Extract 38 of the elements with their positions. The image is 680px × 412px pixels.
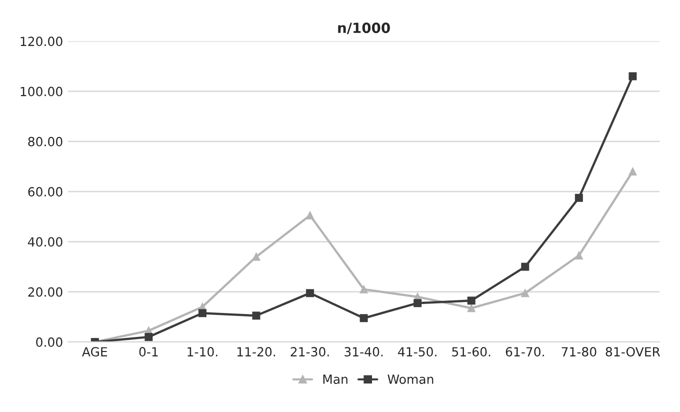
y-tick-label: 80.00 [28,136,62,146]
point [628,168,637,176]
point [467,304,476,312]
point [521,262,530,271]
x-tick-label: 81-OVER [606,347,660,356]
x-tick-label: 51-60. [452,347,490,356]
y-tick-label: 100.00 [20,86,62,96]
x-tick-label: 21-30. [290,347,329,356]
point [574,252,583,260]
legend-label: Woman [388,374,434,384]
x-tick-label: 61-70. [506,347,544,356]
point [360,285,368,294]
point [306,289,314,298]
y-tick-label: 0.00 [36,337,62,347]
x-tick-label: 0-1 [139,347,158,356]
y-tick-label: 40.00 [28,237,62,247]
point [198,309,206,318]
x-tick-label: 41-50. [398,347,436,356]
point [306,211,314,220]
point [574,194,583,202]
point [144,332,153,341]
x-tick-label: AGE [82,347,108,356]
point [628,72,637,80]
point [360,314,368,322]
point [252,312,260,320]
y-tick-label: 20.00 [28,287,62,297]
legend-label: Man [323,374,348,384]
x-tick-label: 11-20. [237,347,276,356]
point [521,289,530,298]
chart-title: n/1000 [338,22,390,34]
point [252,252,260,261]
x-tick-label: 71-80 [562,347,596,356]
x-tick-label: 31-40. [344,347,383,356]
x-tick-label: 1-10. [188,347,218,356]
point [467,296,476,305]
point [414,299,422,308]
y-tick-label: 120.00 [20,36,62,46]
y-tick-label: 60.00 [28,187,62,197]
